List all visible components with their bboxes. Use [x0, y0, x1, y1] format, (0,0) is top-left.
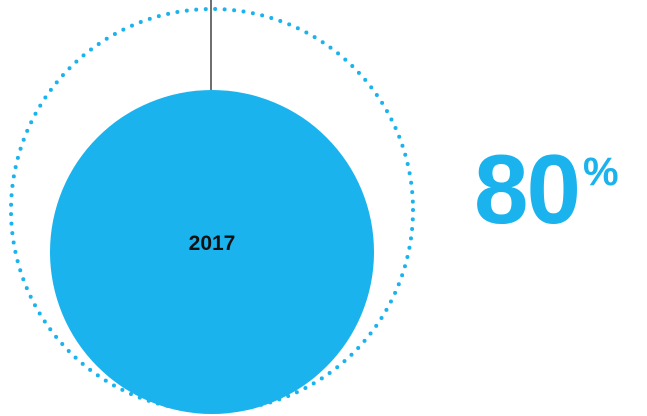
percent-stat: 80 %	[474, 140, 619, 238]
category-label: 2017	[189, 232, 236, 255]
percent-value: 80	[474, 134, 581, 244]
reference-ring	[9, 7, 415, 413]
value-bubble	[50, 90, 374, 414]
percent-unit: %	[583, 150, 619, 194]
